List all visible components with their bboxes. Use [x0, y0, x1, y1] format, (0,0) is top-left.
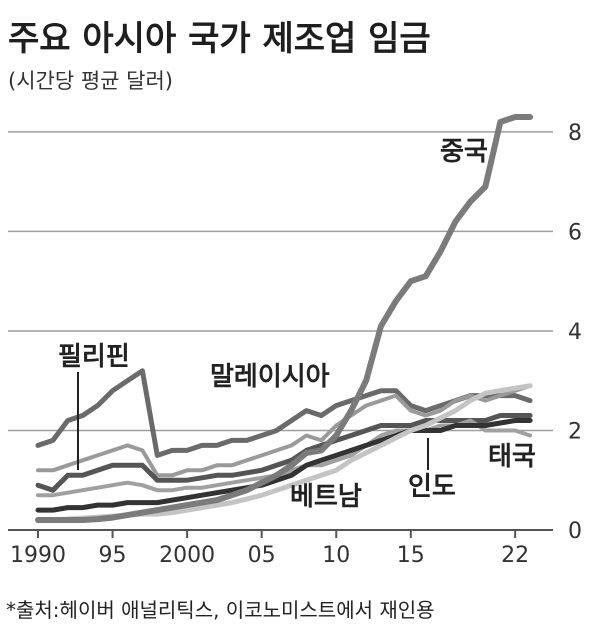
y-tick-label: 8 — [568, 121, 582, 146]
series-label: 중국 — [440, 137, 488, 167]
x-tick-label: 2000 — [159, 543, 215, 568]
y-tick-label: 6 — [568, 220, 582, 245]
y-tick-label: 0 — [568, 519, 582, 544]
label-pointers — [77, 372, 429, 470]
chart-title: 주요 아시아 국가 제조업 임금 — [8, 19, 431, 59]
series-line-4 — [35, 418, 533, 513]
x-tick-label: 10 — [322, 543, 350, 568]
series-line-1 — [36, 383, 533, 478]
y-tick-label: 2 — [568, 419, 582, 444]
x-tick-label: 22 — [501, 543, 529, 568]
series-label: 베트남 — [290, 482, 362, 512]
series-label: 말레이시아 — [210, 362, 330, 392]
series-line-3 — [36, 418, 533, 498]
series-line-5 — [35, 383, 533, 523]
series-line-0 — [35, 368, 533, 458]
axis-ticks: 0 2 4 6 8 1990 95 2000 05 10 15 22 — [10, 121, 582, 568]
y-tick-label: 4 — [568, 320, 582, 345]
series-line-2 — [35, 413, 533, 493]
chart-subtitle: (시간당 평균 달러) — [8, 69, 173, 93]
x-tick-label: 1990 — [10, 543, 66, 568]
source-note: *출처:헤이버 애널리틱스, 이코노미스트에서 재인용 — [6, 598, 435, 622]
series-label: 필리핀 — [58, 342, 130, 372]
series-line-6 — [35, 114, 534, 523]
x-tick-label: 15 — [397, 543, 425, 568]
x-tick-label: 95 — [99, 543, 127, 568]
gridlines — [8, 131, 553, 531]
series-lines — [35, 114, 534, 523]
series-label: 인도 — [408, 472, 456, 502]
x-tick-label: 05 — [248, 543, 276, 568]
series-label: 태국 — [488, 442, 536, 472]
